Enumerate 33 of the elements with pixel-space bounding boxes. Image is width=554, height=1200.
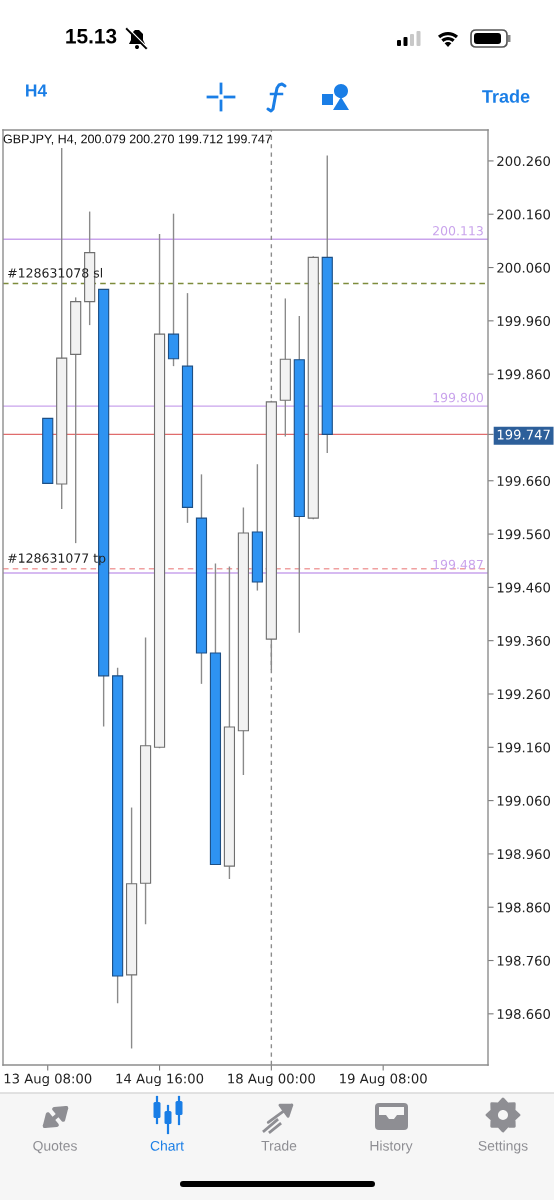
y-tick-label: 199.360 xyxy=(497,635,551,646)
y-tick-label: 200.160 xyxy=(497,209,551,220)
y-tick-label: 199.160 xyxy=(497,742,551,753)
text: Trade xyxy=(482,89,530,103)
text: Trade xyxy=(261,1140,297,1151)
ref-line-label: 200.113 xyxy=(433,226,483,236)
y-tick-label: 199.747 xyxy=(497,429,550,440)
y-tick-label: 199.960 xyxy=(497,316,551,327)
x-tick-label: 14 Aug 16:00 xyxy=(116,1073,204,1087)
y-tick-label: 200.060 xyxy=(497,262,551,273)
x-tick-label: 19 Aug 08:00 xyxy=(340,1073,427,1087)
y-tick-label: 199.560 xyxy=(497,529,551,540)
chart-title: GBPJPY, H4, 200.079 200.270 199.712 199.747 xyxy=(3,134,272,145)
y-tick-label: 199.660 xyxy=(497,475,551,486)
x-tick-label: 18 Aug 00:00 xyxy=(228,1073,315,1087)
ref-line-label: 199.800 xyxy=(433,392,483,403)
text: 15.13 xyxy=(66,28,117,44)
x-tick-label: 13 Aug 08:00 xyxy=(4,1073,92,1087)
y-tick-label: 199.860 xyxy=(497,369,551,380)
y-tick-label: 198.960 xyxy=(497,849,551,860)
text: Quotes xyxy=(33,1140,77,1154)
ref-line-label: 199.487 xyxy=(433,559,483,570)
text: H4 xyxy=(26,84,47,97)
text: Chart xyxy=(150,1140,184,1151)
y-tick-label: 199.460 xyxy=(497,582,551,593)
y-tick-label: 198.660 xyxy=(497,1009,551,1020)
y-tick-label: 199.260 xyxy=(497,689,551,700)
text: Settings xyxy=(478,1140,528,1154)
text: History xyxy=(370,1140,413,1154)
y-tick-label: 199.060 xyxy=(497,795,551,806)
y-tick-label: 198.760 xyxy=(497,955,551,966)
y-tick-label: 200.260 xyxy=(497,156,551,167)
y-tick-label: 198.860 xyxy=(497,902,551,913)
